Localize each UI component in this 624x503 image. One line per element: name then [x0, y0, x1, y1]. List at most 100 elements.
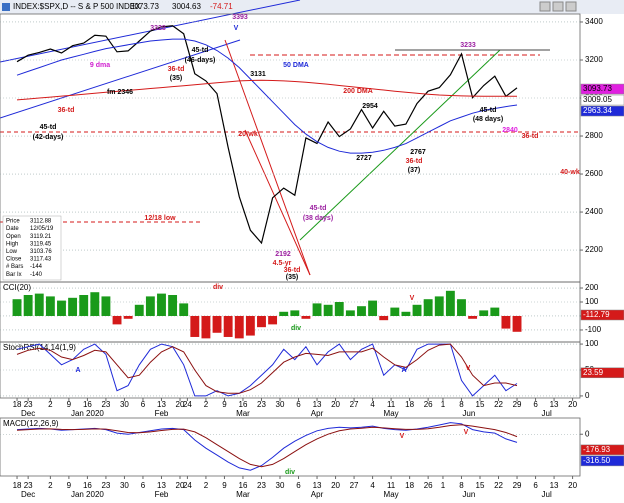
x-tick-label: 30: [276, 400, 285, 409]
hist-bar: [101, 296, 111, 316]
hist-bar: [457, 299, 466, 316]
hist-bar: [490, 307, 500, 316]
x-month-label: Feb: [155, 409, 169, 418]
window-button[interactable]: [539, 1, 551, 12]
price-tag: [580, 94, 624, 106]
annotation: 2727: [356, 155, 372, 162]
x-tick-label: 6: [141, 481, 146, 490]
annotation: 3328: [150, 25, 166, 32]
x-tick-label: 22: [494, 481, 503, 490]
x-tick-label: 18: [405, 400, 414, 409]
hist-bar: [112, 315, 122, 325]
hist-bar: [212, 315, 222, 333]
x-tick-label: 27: [350, 481, 359, 490]
annotation: V: [410, 295, 415, 302]
hist-bar: [312, 303, 322, 316]
hist-bar: [45, 296, 55, 316]
x-month-label: Apr: [311, 490, 324, 499]
hist-bar: [168, 295, 178, 316]
data-window-label: Close: [6, 257, 22, 263]
annotation: 36-td: [284, 267, 301, 274]
x-month-label: Jan 2020: [71, 490, 104, 499]
window-button[interactable]: [552, 1, 564, 12]
window-button[interactable]: [565, 1, 577, 12]
price-tag-label: -176.93: [583, 445, 611, 454]
x-month-label: Jul: [542, 490, 552, 499]
annotation: V: [400, 433, 405, 440]
annotation: 45-td: [192, 47, 209, 54]
hist-bar: [23, 295, 33, 316]
price-tag-label: 2963.34: [583, 106, 612, 115]
data-window-value: -144: [30, 264, 43, 270]
annotation: 200 DMA: [343, 88, 373, 95]
x-tick-label: 20: [568, 481, 577, 490]
annotation: (38 days): [303, 215, 333, 222]
price-tag-label: -316.50: [583, 456, 611, 465]
price-tag: [580, 309, 624, 321]
x-tick-label: 6: [296, 400, 301, 409]
x-month-label: Dec: [21, 490, 35, 499]
y-tick-label: 200: [585, 283, 599, 292]
x-tick-label: 2: [48, 481, 53, 490]
hist-bar: [68, 297, 78, 316]
x-month-label: Feb: [155, 490, 169, 499]
x-month-label: Jun: [462, 490, 475, 499]
annotation: 20-wk: [238, 131, 258, 138]
hist-bar: [279, 311, 289, 316]
x-month-label: May: [384, 490, 399, 499]
price-tag: [580, 105, 624, 117]
hist-bar: [34, 293, 44, 316]
x-tick-label: 20: [331, 400, 340, 409]
annotation: div: [213, 284, 223, 291]
x-tick-label: 30: [120, 481, 129, 490]
series-line: [16, 343, 518, 397]
hist-bar: [268, 315, 278, 325]
annotation: A: [401, 367, 406, 374]
hist-bar: [201, 315, 211, 339]
icon: [2, 3, 10, 11]
hist-bar: [301, 315, 311, 319]
annotation: 12/18 low: [144, 215, 176, 222]
x-tick-label: 6: [533, 481, 538, 490]
annotation: 2192: [275, 251, 291, 258]
hist-bar: [479, 310, 489, 316]
annotation: 45-td: [40, 124, 57, 131]
data-window-label: Open: [6, 234, 21, 240]
x-month-label: Mar: [236, 409, 250, 418]
x-tick-label: 11: [387, 481, 396, 490]
price-tag: [580, 367, 624, 379]
price-tag: [580, 455, 624, 467]
data-window-value: 3112.88: [30, 219, 52, 225]
y-tick-label: 3400: [585, 17, 603, 26]
annotation: 4.5-yr: [273, 260, 292, 267]
data-window-label: Price: [6, 219, 20, 225]
x-tick-label: 8: [459, 400, 464, 409]
x-tick-label: 24: [183, 400, 192, 409]
x-month-label: Jun: [462, 409, 475, 418]
annotation: div: [285, 469, 295, 476]
hist-bar: [223, 315, 233, 337]
panel-frame: [0, 417, 581, 477]
y-tick-label: 100: [585, 297, 599, 306]
annotation: 40-wk: [560, 169, 580, 176]
annotation: 50 DMA: [283, 62, 309, 69]
x-tick-label: 2: [48, 400, 53, 409]
x-tick-label: 20: [568, 400, 577, 409]
y-tick-label: 0: [585, 429, 590, 438]
hist-bar: [12, 299, 22, 316]
annotation: (35): [286, 274, 298, 281]
hist-bar: [179, 303, 189, 316]
x-tick-label: 6: [533, 400, 538, 409]
hist-bar: [123, 315, 133, 319]
x-tick-label: 20: [176, 481, 185, 490]
annotation: 2840: [502, 127, 518, 134]
series-line: [16, 422, 518, 471]
data-window-value: 3119.21: [30, 234, 52, 240]
x-tick-label: 23: [101, 400, 110, 409]
x-tick-label: 13: [157, 481, 166, 490]
title-bar: [0, 0, 624, 14]
annotation: V: [234, 25, 239, 32]
data-window-value: 12/05/19: [30, 226, 54, 232]
data-window-label: High: [6, 241, 18, 247]
